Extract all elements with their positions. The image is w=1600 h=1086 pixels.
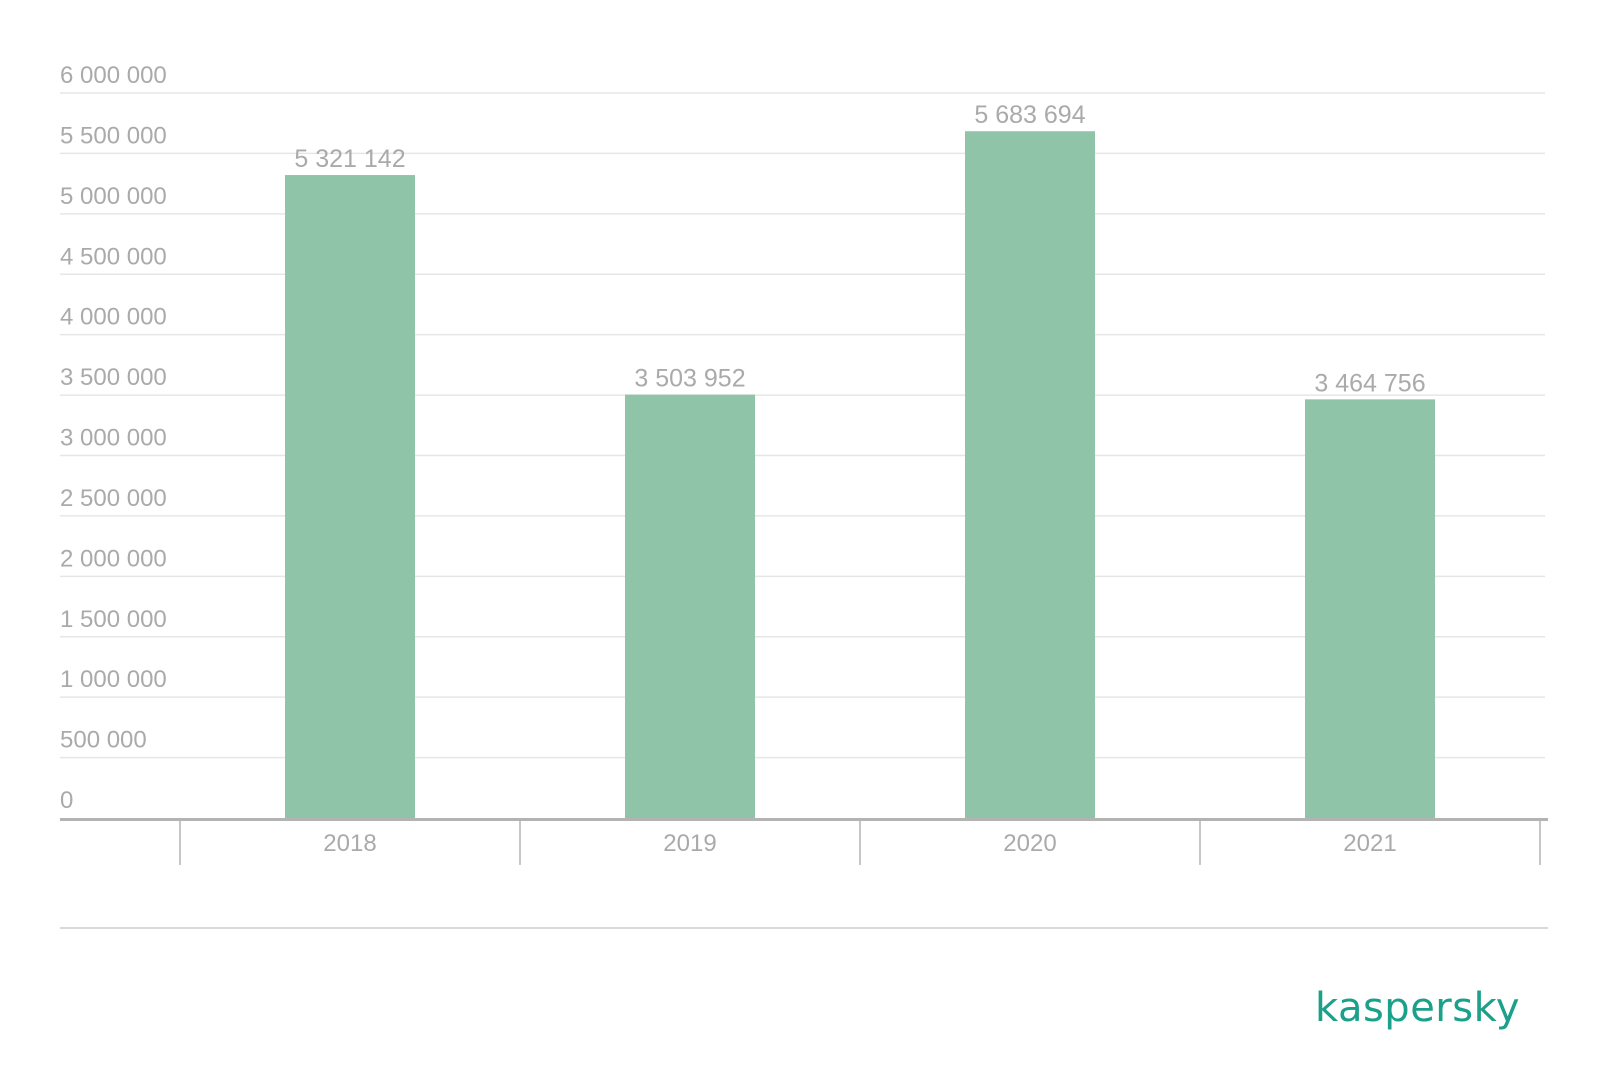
x-tick-label: 2019	[663, 830, 716, 857]
data-labels: 5 321 142 3 503 952 5 683 694 3 464 756	[294, 101, 1425, 397]
data-label: 5 683 694	[974, 101, 1085, 129]
y-tick-label: 4 500 000	[60, 243, 167, 270]
bar	[1305, 399, 1435, 818]
y-tick-label: 4 000 000	[60, 304, 167, 331]
bar	[965, 131, 1095, 818]
x-axis: 2018 2019 2020 2021	[60, 818, 1548, 865]
y-axis-tick-labels: 0 500 000 1 000 000 1 500 000 2 000 000 2 500…	[60, 62, 167, 814]
x-tick-label: 2021	[1343, 830, 1396, 857]
data-label: 3 464 756	[1314, 369, 1425, 397]
y-tick-label: 2 500 000	[60, 485, 167, 512]
x-tick-label: 2018	[323, 830, 376, 857]
y-tick-label: 1 000 000	[60, 666, 167, 693]
y-tick-label: 5 000 000	[60, 183, 167, 210]
x-tick-label: 2020	[1003, 830, 1056, 857]
y-tick-label: 2 000 000	[60, 545, 167, 572]
y-tick-label: 5 500 000	[60, 122, 167, 149]
bars	[285, 131, 1435, 818]
y-tick-label: 3 500 000	[60, 364, 167, 391]
y-tick-label: 3 000 000	[60, 425, 167, 452]
bar	[625, 394, 755, 818]
data-label: 5 321 142	[294, 145, 405, 173]
bar	[285, 175, 415, 818]
y-tick-label: 0	[60, 787, 73, 814]
data-label: 3 503 952	[634, 365, 745, 393]
kaspersky-logo: kaspersky	[1314, 985, 1520, 1031]
y-tick-label: 1 500 000	[60, 606, 167, 633]
y-tick-label: 6 000 000	[60, 62, 167, 89]
y-tick-label: 500 000	[60, 727, 147, 754]
